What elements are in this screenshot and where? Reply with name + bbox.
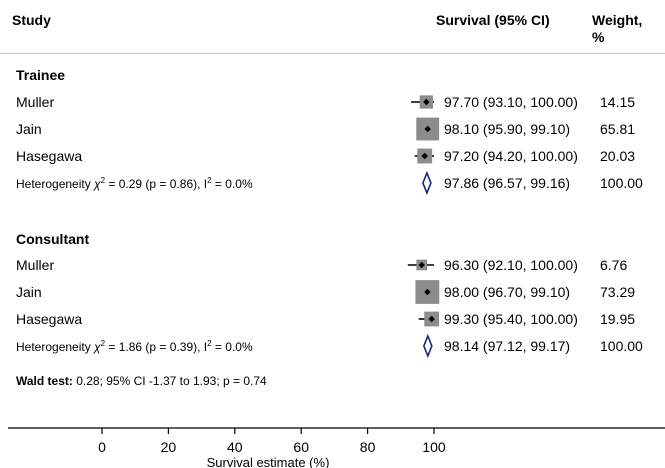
study-weight: 19.95 [600,311,636,327]
pooled-weight: 100.00 [600,338,643,354]
group-title-consultant: Consultant [16,231,90,247]
point-estimate [418,261,425,269]
header-divider [0,53,665,54]
study-weight: 20.03 [600,148,636,164]
header-ci: Survival (95% CI) [436,12,550,28]
point-estimate [424,288,431,296]
x-tick-label: 40 [227,439,243,455]
point-estimate [421,152,428,160]
study-label: Jain [16,284,42,300]
study-ci: 97.70 (93.10, 100.00) [444,94,578,110]
x-tick-label: 60 [293,439,309,455]
x-tick-label: 100 [422,439,446,455]
study-ci: 97.20 (94.20, 100.00) [444,148,578,164]
x-tick-label: 80 [360,439,376,455]
study-ci: 99.30 (95.40, 100.00) [444,311,578,327]
study-ci: 98.10 (95.90, 99.10) [444,121,571,137]
x-tick-label: 20 [161,439,177,455]
study-label: Muller [16,257,55,273]
x-axis-label: Survival estimate (%) [207,455,330,468]
study-weight: 14.15 [600,94,636,110]
header-weight: Weight, % [592,12,643,45]
pooled-weight: 100.00 [600,175,643,191]
heterogeneity-label: Heterogeneity χ2 = 0.29 (p = 0.86), I2 =… [16,176,253,192]
point-estimate [428,315,435,323]
heterogeneity-label: Heterogeneity χ2 = 1.86 (p = 0.39), I2 =… [16,339,253,355]
pooled-diamond [422,333,433,359]
study-label: Hasegawa [16,148,83,164]
group-title-trainee: Trainee [16,67,66,83]
study-weight: 73.29 [600,284,636,300]
pooled-ci: 98.14 (97.12, 99.17) [444,338,571,354]
pooled-ci: 97.86 (96.57, 99.16) [444,175,571,191]
study-weight: 65.81 [600,121,636,137]
study-ci: 98.00 (96.70, 99.10) [444,284,571,300]
x-tick-label: 0 [98,439,106,455]
study-weight: 6.76 [600,257,628,273]
pooled-diamond [422,170,432,196]
study-ci: 96.30 (92.10, 100.00) [444,257,578,273]
study-label: Jain [16,121,42,137]
point-estimate [423,98,430,106]
study-label: Muller [16,94,55,110]
wald-test: Wald test: 0.28; 95% CI -1.37 to 1.93; p… [16,374,267,388]
point-estimate [424,125,431,133]
study-label: Hasegawa [16,311,83,327]
header-study: Study [12,12,51,28]
